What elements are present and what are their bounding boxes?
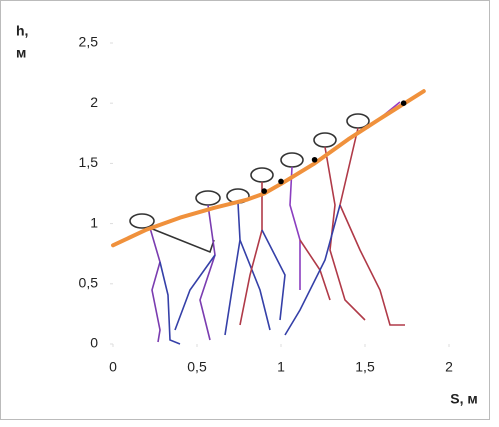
chart: h, м S, м 0 0,5 1 1,5 2 2,5 0 0,5 1 1,5 2 bbox=[0, 0, 499, 427]
x-label: S, м bbox=[450, 391, 477, 407]
x-tick-label: 1 bbox=[277, 359, 285, 375]
y-tick-label: 0,5 bbox=[79, 275, 99, 291]
point bbox=[401, 100, 407, 106]
y-tick-label: 2 bbox=[90, 94, 98, 110]
y-tick-label: 1 bbox=[90, 214, 98, 230]
y-label: м bbox=[16, 45, 26, 61]
x-tick-label: 2 bbox=[445, 359, 453, 375]
point bbox=[312, 157, 318, 163]
y-tick-label: 0 bbox=[90, 335, 98, 351]
point bbox=[261, 188, 267, 194]
y-label: h, bbox=[16, 23, 28, 39]
frame bbox=[1, 1, 490, 420]
point bbox=[278, 179, 284, 185]
x-tick-label: 1,5 bbox=[355, 359, 375, 375]
y-tick-label: 1,5 bbox=[79, 154, 99, 170]
y-tick-label: 2,5 bbox=[79, 34, 99, 50]
x-tick-label: 0,5 bbox=[187, 359, 207, 375]
x-tick-label: 0 bbox=[109, 359, 117, 375]
